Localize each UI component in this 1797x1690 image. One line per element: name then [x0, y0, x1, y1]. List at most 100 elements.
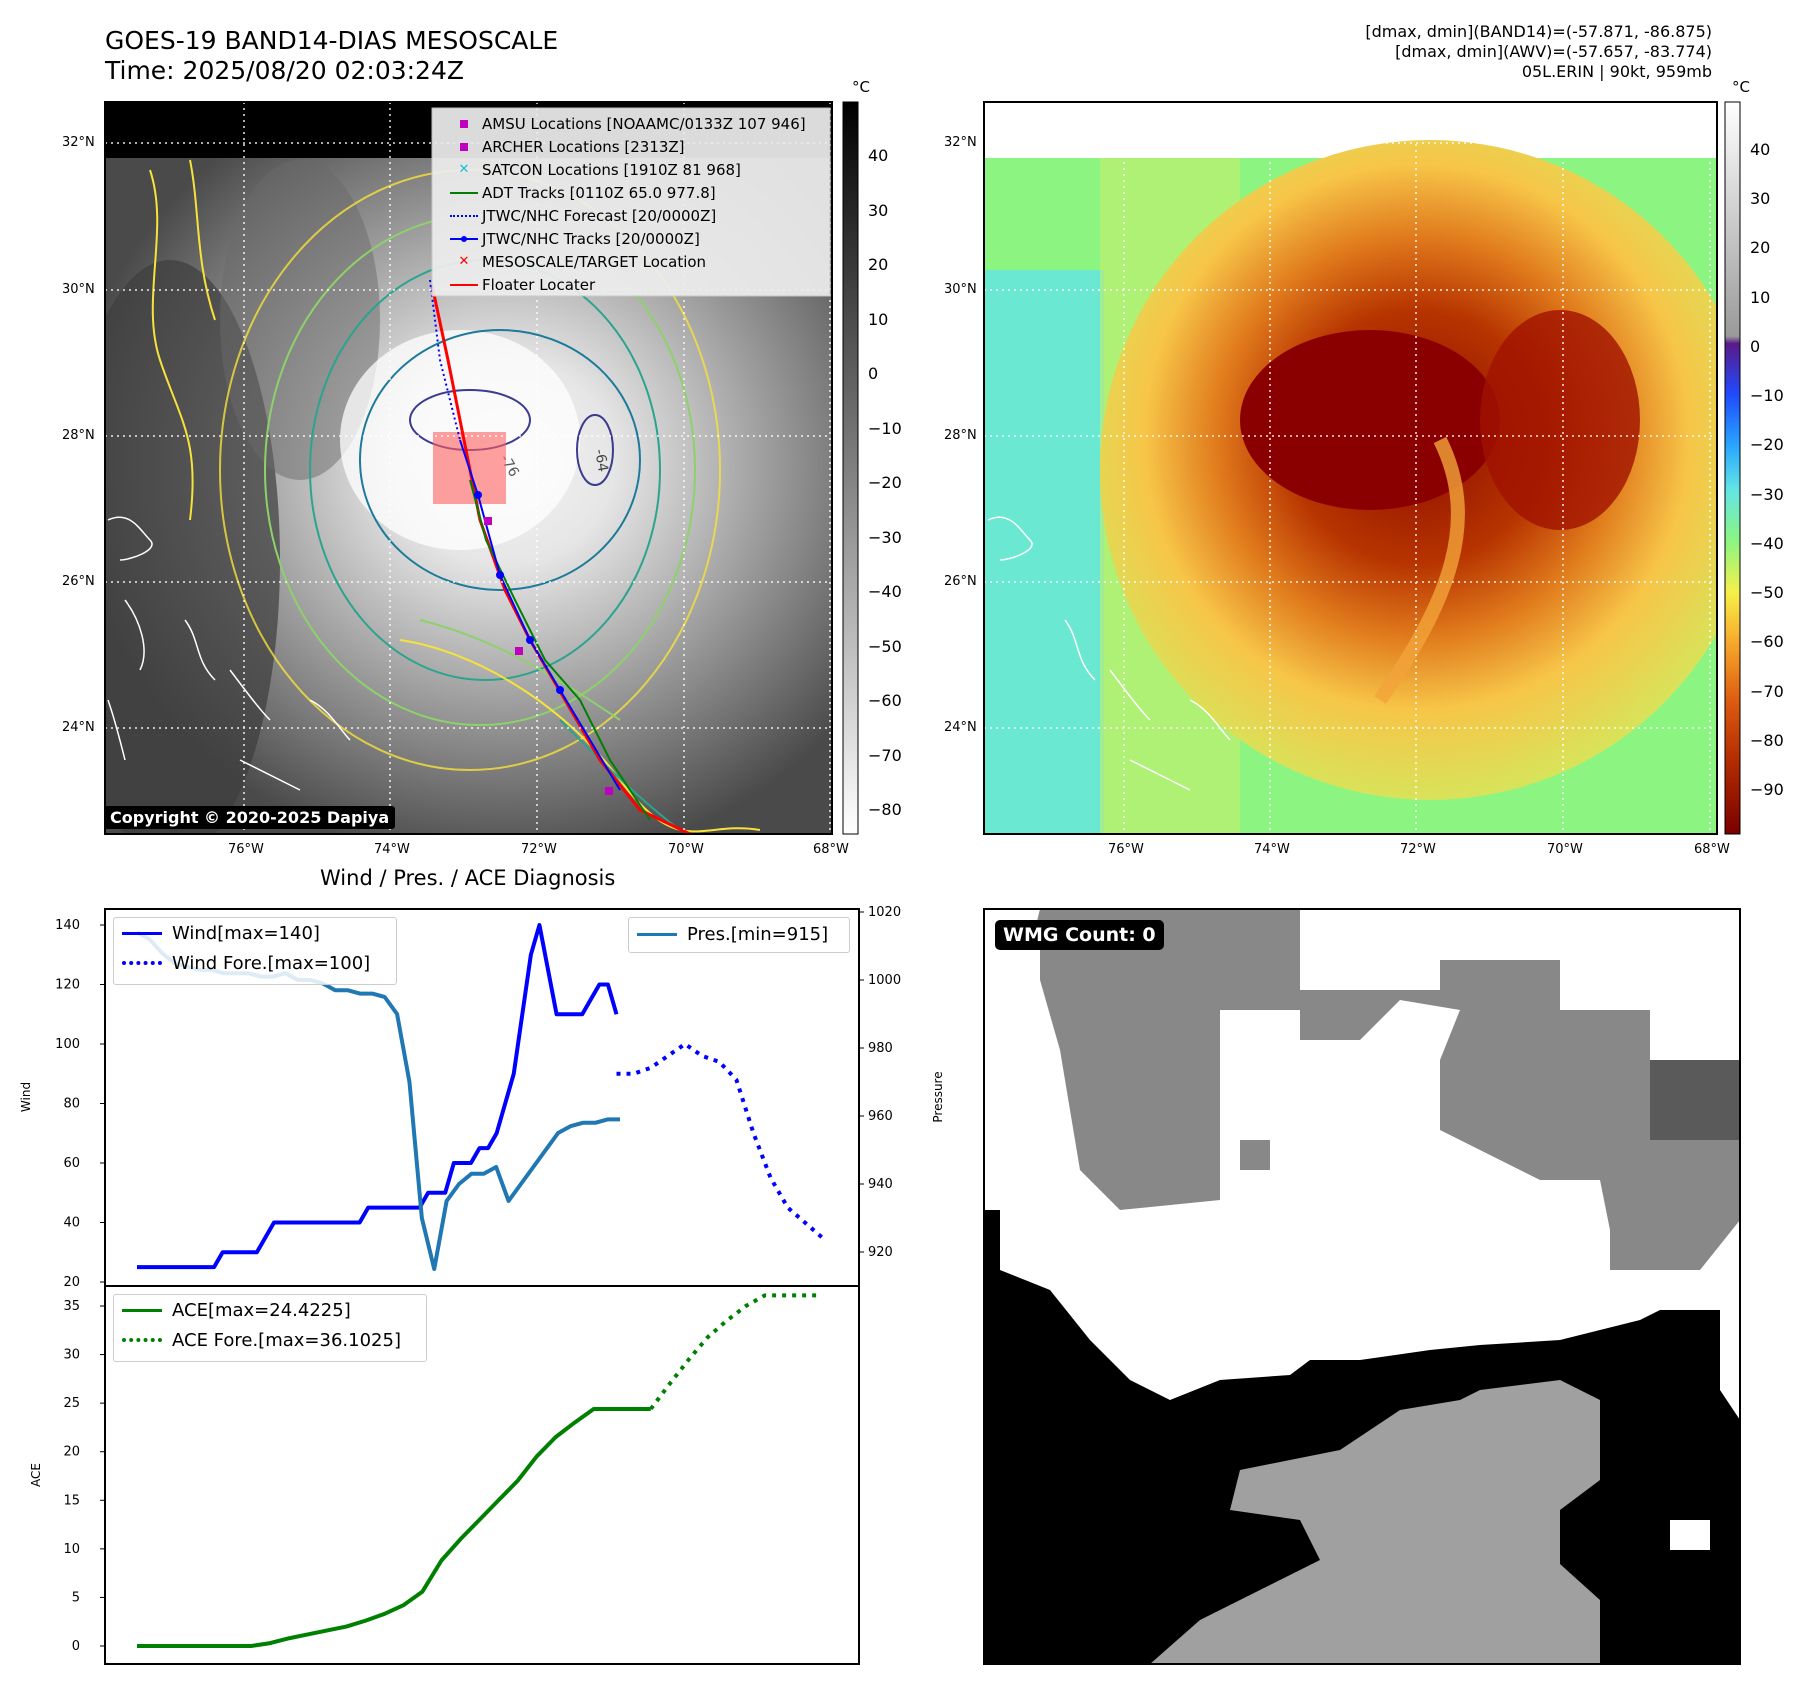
ace-tick-label: 15: [63, 1493, 80, 1508]
colorbar-tick-label: −50: [868, 636, 902, 656]
legend-label: Pres.[min=915]: [687, 923, 829, 945]
time-text: Time: 2025/08/20 02:03:24Z: [105, 56, 464, 85]
ace-line: [137, 1406, 651, 1648]
colorbar-tick-label: −80: [1750, 730, 1784, 750]
lon-label: 72°W: [521, 842, 557, 857]
colorbar-tick-label: 40: [1750, 140, 1771, 159]
dmax-band14: [dmax, dmin](BAND14)=(-57.871, -86.875): [1365, 22, 1712, 41]
colorbar-tick-label: −70: [868, 745, 902, 765]
ace-tick-label: 10: [63, 1542, 80, 1557]
colorbar-tick-label: −60: [868, 691, 902, 710]
pressure-tick-label: 1020: [868, 905, 901, 920]
colorbar-tick-label: −20: [1750, 435, 1784, 455]
wind-ylabel: Wind: [19, 1082, 33, 1112]
wind-line: [137, 923, 619, 1270]
colorbar-tick-label: −40: [1750, 533, 1784, 553]
ace-tick-label: 0: [72, 1639, 80, 1654]
pressure-tick-label: 1000: [868, 973, 901, 988]
pressure-tick-label: 960: [868, 1109, 893, 1124]
lon-label: 70°W: [1547, 842, 1583, 857]
legend-label: Floater Locater: [482, 275, 596, 294]
wmg-count-badge: WMG Count: 0: [995, 920, 1164, 950]
legend-label: ACE[max=24.4225]: [172, 1299, 351, 1321]
colorbar-tick-label: −30: [868, 527, 902, 547]
pressure-legend: Pres.[min=915]: [628, 917, 850, 953]
square-marker-icon: [446, 119, 482, 128]
legend-entry: ✕ MESOSCALE/TARGET Location: [446, 250, 830, 273]
ace-tick-label: 25: [63, 1396, 80, 1411]
wind-tick-label: 80: [63, 1097, 80, 1112]
solid-line-icon: [122, 1308, 162, 1312]
colorbar-tick-label: −30: [1750, 484, 1784, 504]
wind-tick-label: 20: [63, 1275, 80, 1290]
map-legend: [431, 107, 831, 297]
right-colorbar: [1724, 101, 1741, 835]
solid-line-icon: [122, 931, 162, 935]
lat-label: 30°N: [62, 282, 95, 297]
figure-title: GOES-19 BAND14-DIAS MESOSCALE Time: 2025…: [105, 26, 558, 86]
storm-name: 05L.ERIN | 90kt, 959mb: [1521, 62, 1712, 81]
lon-label: 68°W: [813, 842, 849, 857]
colorbar-tick-label: 10: [868, 309, 889, 329]
ace-forecast-line: [649, 1293, 822, 1411]
solid-line-icon: [637, 932, 677, 936]
lon-label: 72°W: [1400, 842, 1436, 857]
wind-tick-label: 120: [55, 978, 80, 993]
legend-entry: ARCHER Locations [2313Z]: [446, 135, 830, 158]
colorbar-tick-label: −10: [868, 418, 902, 438]
legend-label: ADT Tracks [0110Z 65.0 977.8]: [482, 183, 716, 202]
lat-label: 28°N: [62, 428, 95, 443]
pressure-ylabel: Pressure: [931, 1071, 945, 1122]
ace-legend: ACE[max=24.4225] ACE Fore.[max=36.1025]: [113, 1294, 427, 1362]
pressure-tick-label: 940: [868, 1177, 893, 1192]
dotted-line-icon: [446, 214, 482, 217]
colorbar-tick-label: −90: [1750, 780, 1784, 799]
colorbar-tick-label: −60: [1750, 632, 1784, 652]
legend-entry: Floater Locater: [446, 273, 830, 296]
lon-label: 68°W: [1694, 842, 1730, 857]
pressure-tick-label: 980: [868, 1041, 893, 1056]
wind-fore-legend-entry: Wind Fore.[max=100]: [114, 948, 396, 978]
colorbar-tick-label: 20: [868, 255, 889, 274]
lon-label: 76°W: [1108, 842, 1144, 857]
ace-fore-legend-entry: ACE Fore.[max=36.1025]: [114, 1325, 426, 1355]
colorbar-tick-label: −70: [1750, 681, 1784, 701]
line-dot-icon: [446, 235, 482, 242]
ace-legend-entry: ACE[max=24.4225]: [114, 1295, 426, 1325]
legend-label: SATCON Locations [1910Z 81 968]: [482, 160, 741, 179]
lat-label: 26°N: [944, 574, 977, 589]
lat-label: 32°N: [62, 135, 95, 150]
legend-label: JTWC/NHC Tracks [20/0000Z]: [482, 229, 700, 248]
ace-ylabel: ACE: [29, 1463, 43, 1487]
right-colorbar-unit: °C: [1732, 78, 1750, 96]
legend-entry: AMSU Locations [NOAAMC/0133Z 107 946]: [446, 112, 830, 135]
colorbar-tick-label: 0: [868, 364, 879, 383]
awv-image-right: [984, 102, 1717, 834]
lon-label: 70°W: [668, 842, 704, 857]
title-text: GOES-19 BAND14-DIAS MESOSCALE: [105, 26, 559, 55]
colorbar-tick-label: −20: [868, 473, 902, 492]
legend-label: JTWC/NHC Forecast [20/0000Z]: [482, 206, 717, 225]
lat-label: 32°N: [944, 135, 977, 150]
wind-tick-label: 140: [55, 918, 80, 933]
legend-label: ACE Fore.[max=36.1025]: [172, 1329, 401, 1351]
copyright-badge: Copyright © 2020-2025 Dapiya: [104, 806, 396, 829]
map-legend-entries: AMSU Locations [NOAAMC/0133Z 107 946] AR…: [446, 112, 830, 296]
ace-tick-label: 20: [63, 1445, 80, 1460]
legend-label: Wind[max=140]: [172, 922, 320, 944]
colorbar-tick-label: −50: [1750, 583, 1784, 603]
lat-label: 28°N: [944, 428, 977, 443]
legend-entry: JTWC/NHC Tracks [20/0000Z]: [446, 227, 830, 250]
dotted-line-icon: [122, 1338, 162, 1342]
colorbar-tick-label: 0: [1750, 336, 1761, 356]
ace-tick-label: 35: [63, 1299, 80, 1314]
legend-entry: JTWC/NHC Forecast [20/0000Z]: [446, 204, 830, 227]
ace-tick-label: 30: [63, 1348, 80, 1363]
contour-label-64: -64: [591, 448, 611, 473]
colorbar-tick-label: 30: [868, 200, 889, 220]
colorbar-tick-label: −40: [868, 582, 902, 601]
wind-legend: Wind[max=140] Wind Fore.[max=100]: [113, 917, 397, 985]
